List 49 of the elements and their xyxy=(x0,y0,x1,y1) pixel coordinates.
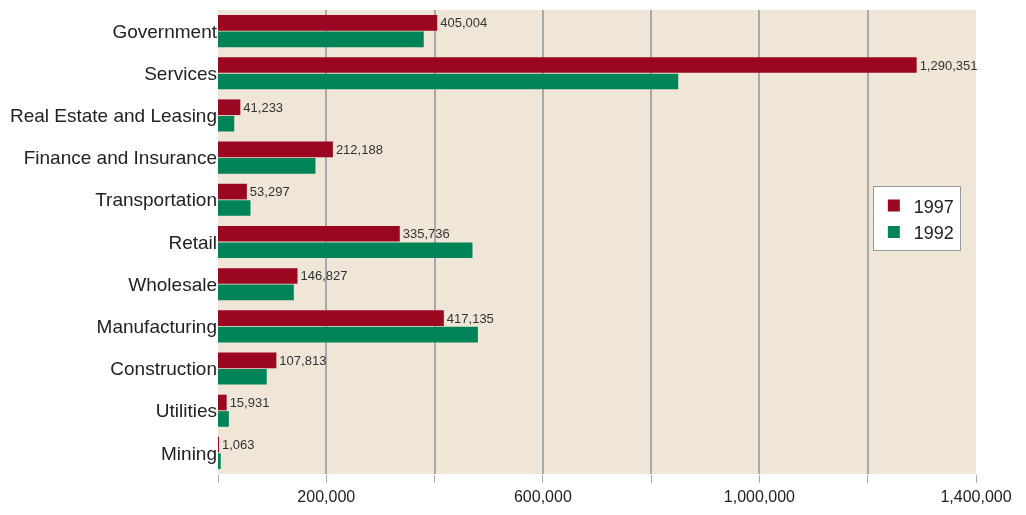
bar xyxy=(218,268,298,284)
data-label: 41,233 xyxy=(243,99,284,115)
bar xyxy=(218,158,316,174)
bar xyxy=(218,394,227,411)
bar xyxy=(218,284,294,301)
y-tick-label: Services xyxy=(144,62,217,84)
data-label: 1,290,351 xyxy=(919,57,978,73)
y-tick-label: Finance and Insurance xyxy=(23,147,217,169)
legend-label: 1997 xyxy=(913,196,954,217)
bar xyxy=(218,183,247,200)
data-label: 15,931 xyxy=(229,395,270,411)
y-tick-label: Construction xyxy=(110,358,217,380)
data-label: 53,297 xyxy=(249,184,290,200)
bar xyxy=(218,352,277,369)
bar xyxy=(218,15,438,31)
data-label: 146,827 xyxy=(300,268,348,284)
bar xyxy=(218,326,478,343)
y-tick-label: Government xyxy=(112,20,218,42)
bar xyxy=(218,225,400,242)
y-tick-label: Utilities xyxy=(155,400,217,422)
bar xyxy=(218,141,333,158)
y-tick-label: Manufacturing xyxy=(96,316,217,338)
bar xyxy=(218,73,679,90)
bar xyxy=(218,310,444,326)
y-tick-label: Wholesale xyxy=(128,273,217,295)
x-tick-label: 600,000 xyxy=(513,488,572,506)
data-label: 1,063 xyxy=(222,437,255,453)
data-label: 335,736 xyxy=(402,226,450,242)
y-tick-label: Real Estate and Leasing xyxy=(9,105,217,127)
data-label: 417,135 xyxy=(446,310,494,326)
x-tick-label: 1,400,000 xyxy=(940,488,1012,506)
y-tick-label: Transportation xyxy=(95,189,217,211)
bar xyxy=(218,99,241,116)
bar xyxy=(218,57,917,73)
data-label: 212,188 xyxy=(335,141,383,157)
x-tick-label: 1,000,000 xyxy=(723,488,796,506)
data-label: 107,813 xyxy=(279,352,327,368)
bar xyxy=(218,115,235,132)
bar xyxy=(218,242,473,259)
x-tick-label: 200,000 xyxy=(297,488,356,506)
bar xyxy=(218,368,267,385)
y-tick-label: Retail xyxy=(168,231,217,253)
bar xyxy=(218,200,251,216)
bar xyxy=(218,411,229,427)
y-tick-label: Mining xyxy=(161,442,217,464)
bar xyxy=(218,31,424,48)
data-label: 405,004 xyxy=(440,15,488,31)
legend-label: 1992 xyxy=(913,222,954,243)
bar xyxy=(218,453,221,469)
